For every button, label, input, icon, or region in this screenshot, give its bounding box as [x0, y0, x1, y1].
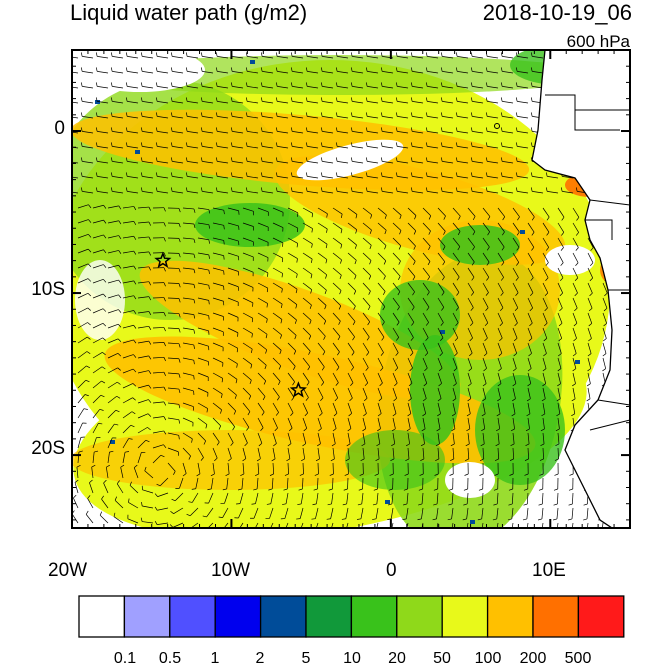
colorbar-box — [442, 596, 487, 637]
colorbar-label: 500 — [565, 650, 592, 668]
colorbar-label: 200 — [520, 650, 547, 668]
colorbar-label: 50 — [433, 650, 451, 668]
colorbar-label: 0.1 — [114, 650, 136, 668]
colorbar-label: 0.5 — [159, 650, 181, 668]
colorbar-box — [351, 596, 396, 637]
colorbar-label: 100 — [475, 650, 502, 668]
colorbar-box — [261, 596, 306, 637]
colorbar-label: 20 — [388, 650, 406, 668]
colorbar-box — [215, 596, 260, 637]
colorbar-label: 2 — [256, 650, 265, 668]
colorbar-label: 5 — [302, 650, 311, 668]
colorbar-box — [170, 596, 215, 637]
colorbar-box — [79, 596, 124, 637]
colorbar-box — [124, 596, 169, 637]
colorbar-label: 1 — [211, 650, 220, 668]
colorbar-box — [533, 596, 578, 637]
colorbar-box — [488, 596, 533, 637]
colorbar-label: 10 — [343, 650, 361, 668]
colorbar-box — [397, 596, 442, 637]
colorbar-box — [306, 596, 351, 637]
colorbar-box — [578, 596, 623, 637]
